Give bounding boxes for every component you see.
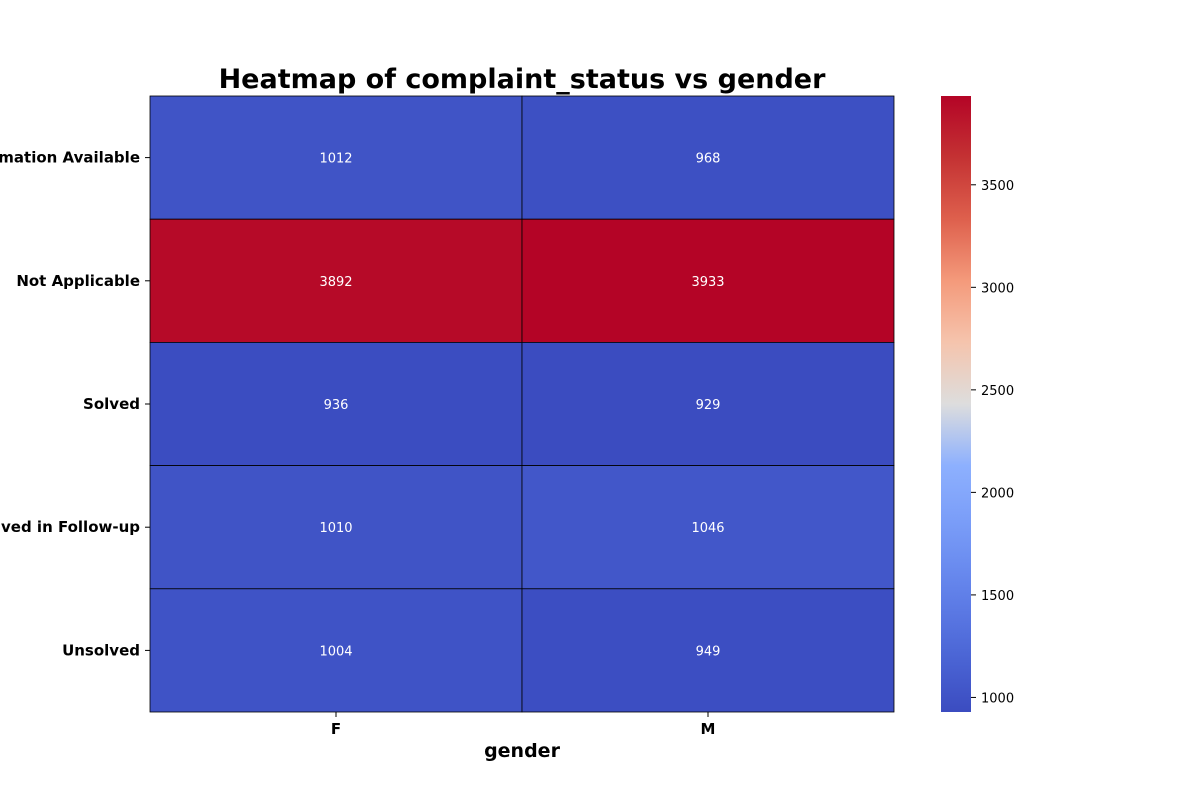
heatmap-cell <box>149 218 523 343</box>
heatmap-cell <box>149 95 523 220</box>
heatmap-cell <box>521 95 895 220</box>
colorbar-tick-label: 2500 <box>981 384 1014 399</box>
y-tick-label: Solved in Follow-up <box>0 518 140 536</box>
cell-value-label: 1004 <box>319 644 352 659</box>
x-tick-label: F <box>331 720 341 738</box>
x-tick-label: M <box>701 720 716 738</box>
chart-title: Heatmap of complaint_status vs gender <box>219 64 827 95</box>
colorbar-tick-label: 3500 <box>981 179 1014 194</box>
heatmap-cell <box>521 341 895 466</box>
cell-value-label: 1046 <box>691 521 724 536</box>
colorbar: 1000 1500 2000 2500 3000 3500 <box>941 96 1014 712</box>
heatmap-cells: 1012 968 3892 3933 936 929 1010 1046 1004 949 <box>149 95 895 713</box>
cell-value-label: 929 <box>696 398 721 413</box>
heatmap-cell <box>521 465 895 590</box>
colorbar-tick-label: 1500 <box>981 589 1014 604</box>
heatmap-cell <box>521 218 895 343</box>
y-tick-label: Unsolved <box>62 641 140 659</box>
colorbar-gradient <box>941 96 971 712</box>
heatmap-cell <box>521 588 895 713</box>
colorbar-tick-label: 1000 <box>981 691 1014 706</box>
x-axis-label: gender <box>484 740 561 762</box>
cell-value-label: 3892 <box>319 275 352 290</box>
cell-value-label: 968 <box>696 152 721 167</box>
heatmap-cell <box>149 465 523 590</box>
heatmap-cell <box>149 341 523 466</box>
y-tick-label: Information Available <box>0 149 140 167</box>
cell-value-label: 949 <box>696 644 721 659</box>
colorbar-tick-label: 3000 <box>981 281 1014 296</box>
cell-value-label: 936 <box>324 398 349 413</box>
y-tick-label: Solved <box>83 395 140 413</box>
y-tick-label: Not Applicable <box>16 272 140 290</box>
y-tick-labels: Information Available Not Applicable Solve… <box>0 149 150 659</box>
cell-value-label: 3933 <box>691 275 724 290</box>
colorbar-tick-label: 2000 <box>981 486 1014 501</box>
cell-value-label: 1010 <box>319 521 352 536</box>
cell-value-label: 1012 <box>319 152 352 167</box>
